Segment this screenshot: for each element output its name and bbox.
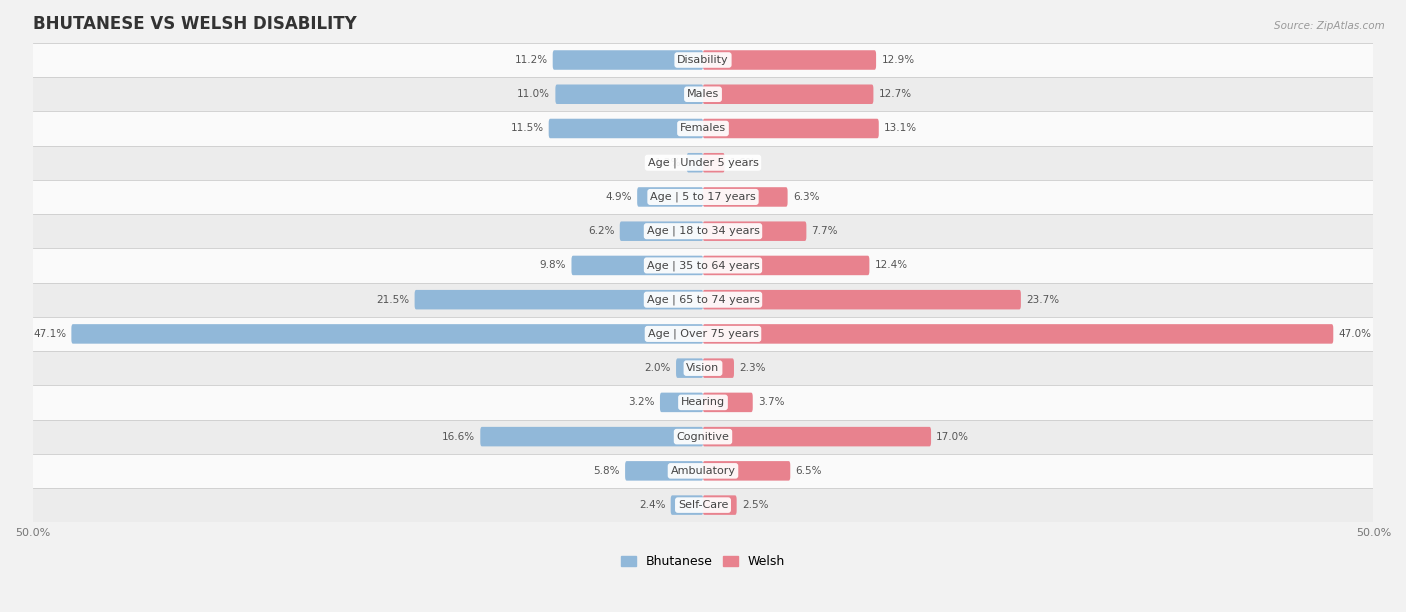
FancyBboxPatch shape <box>626 461 703 480</box>
Text: 17.0%: 17.0% <box>936 431 969 442</box>
FancyBboxPatch shape <box>686 153 703 173</box>
FancyBboxPatch shape <box>703 153 724 173</box>
Text: Vision: Vision <box>686 363 720 373</box>
FancyBboxPatch shape <box>32 43 1374 77</box>
FancyBboxPatch shape <box>620 222 703 241</box>
Text: 9.8%: 9.8% <box>540 261 567 271</box>
Text: 2.3%: 2.3% <box>740 363 766 373</box>
FancyBboxPatch shape <box>32 214 1374 248</box>
FancyBboxPatch shape <box>703 290 1021 310</box>
FancyBboxPatch shape <box>415 290 703 310</box>
FancyBboxPatch shape <box>32 351 1374 386</box>
Text: 6.2%: 6.2% <box>588 226 614 236</box>
Text: Disability: Disability <box>678 55 728 65</box>
FancyBboxPatch shape <box>32 248 1374 283</box>
FancyBboxPatch shape <box>637 187 703 207</box>
Text: Ambulatory: Ambulatory <box>671 466 735 476</box>
FancyBboxPatch shape <box>72 324 703 344</box>
Text: Age | Under 5 years: Age | Under 5 years <box>648 157 758 168</box>
Text: Age | 5 to 17 years: Age | 5 to 17 years <box>650 192 756 202</box>
Text: 47.0%: 47.0% <box>1339 329 1371 339</box>
FancyBboxPatch shape <box>32 146 1374 180</box>
FancyBboxPatch shape <box>553 50 703 70</box>
Text: Females: Females <box>681 124 725 133</box>
Text: 12.9%: 12.9% <box>882 55 914 65</box>
FancyBboxPatch shape <box>703 495 737 515</box>
Text: Age | 65 to 74 years: Age | 65 to 74 years <box>647 294 759 305</box>
FancyBboxPatch shape <box>32 111 1374 146</box>
FancyBboxPatch shape <box>703 461 790 480</box>
Text: BHUTANESE VS WELSH DISABILITY: BHUTANESE VS WELSH DISABILITY <box>32 15 356 33</box>
Text: 12.4%: 12.4% <box>875 261 908 271</box>
Text: 11.5%: 11.5% <box>510 124 544 133</box>
Text: Source: ZipAtlas.com: Source: ZipAtlas.com <box>1274 21 1385 31</box>
FancyBboxPatch shape <box>703 427 931 446</box>
FancyBboxPatch shape <box>571 256 703 275</box>
Legend: Bhutanese, Welsh: Bhutanese, Welsh <box>616 550 790 573</box>
Text: 12.7%: 12.7% <box>879 89 911 99</box>
Text: 3.2%: 3.2% <box>628 397 655 408</box>
Text: 2.5%: 2.5% <box>742 500 769 510</box>
Text: 2.4%: 2.4% <box>638 500 665 510</box>
Text: 7.7%: 7.7% <box>811 226 838 236</box>
Text: Cognitive: Cognitive <box>676 431 730 442</box>
Text: 16.6%: 16.6% <box>441 431 475 442</box>
FancyBboxPatch shape <box>703 50 876 70</box>
FancyBboxPatch shape <box>32 283 1374 317</box>
FancyBboxPatch shape <box>703 187 787 207</box>
FancyBboxPatch shape <box>555 84 703 104</box>
FancyBboxPatch shape <box>671 495 703 515</box>
Text: 13.1%: 13.1% <box>884 124 917 133</box>
FancyBboxPatch shape <box>32 488 1374 522</box>
FancyBboxPatch shape <box>32 419 1374 453</box>
Text: 6.5%: 6.5% <box>796 466 823 476</box>
FancyBboxPatch shape <box>32 180 1374 214</box>
Text: 4.9%: 4.9% <box>606 192 631 202</box>
FancyBboxPatch shape <box>548 119 703 138</box>
FancyBboxPatch shape <box>703 222 807 241</box>
Text: 47.1%: 47.1% <box>32 329 66 339</box>
FancyBboxPatch shape <box>481 427 703 446</box>
FancyBboxPatch shape <box>703 324 1333 344</box>
Text: 3.7%: 3.7% <box>758 397 785 408</box>
FancyBboxPatch shape <box>659 393 703 412</box>
Text: Self-Care: Self-Care <box>678 500 728 510</box>
Text: 2.0%: 2.0% <box>644 363 671 373</box>
Text: 11.2%: 11.2% <box>515 55 547 65</box>
FancyBboxPatch shape <box>32 453 1374 488</box>
Text: 1.6%: 1.6% <box>730 158 756 168</box>
Text: 21.5%: 21.5% <box>377 294 409 305</box>
FancyBboxPatch shape <box>703 84 873 104</box>
FancyBboxPatch shape <box>703 359 734 378</box>
Text: 11.0%: 11.0% <box>517 89 550 99</box>
FancyBboxPatch shape <box>676 359 703 378</box>
Text: Age | 18 to 34 years: Age | 18 to 34 years <box>647 226 759 236</box>
FancyBboxPatch shape <box>32 317 1374 351</box>
Text: 6.3%: 6.3% <box>793 192 820 202</box>
Text: 1.2%: 1.2% <box>655 158 682 168</box>
FancyBboxPatch shape <box>703 119 879 138</box>
Text: Age | Over 75 years: Age | Over 75 years <box>648 329 758 339</box>
FancyBboxPatch shape <box>32 386 1374 419</box>
Text: Hearing: Hearing <box>681 397 725 408</box>
FancyBboxPatch shape <box>703 393 752 412</box>
FancyBboxPatch shape <box>703 256 869 275</box>
Text: 23.7%: 23.7% <box>1026 294 1059 305</box>
Text: Age | 35 to 64 years: Age | 35 to 64 years <box>647 260 759 271</box>
FancyBboxPatch shape <box>32 77 1374 111</box>
Text: 5.8%: 5.8% <box>593 466 620 476</box>
Text: Males: Males <box>688 89 718 99</box>
